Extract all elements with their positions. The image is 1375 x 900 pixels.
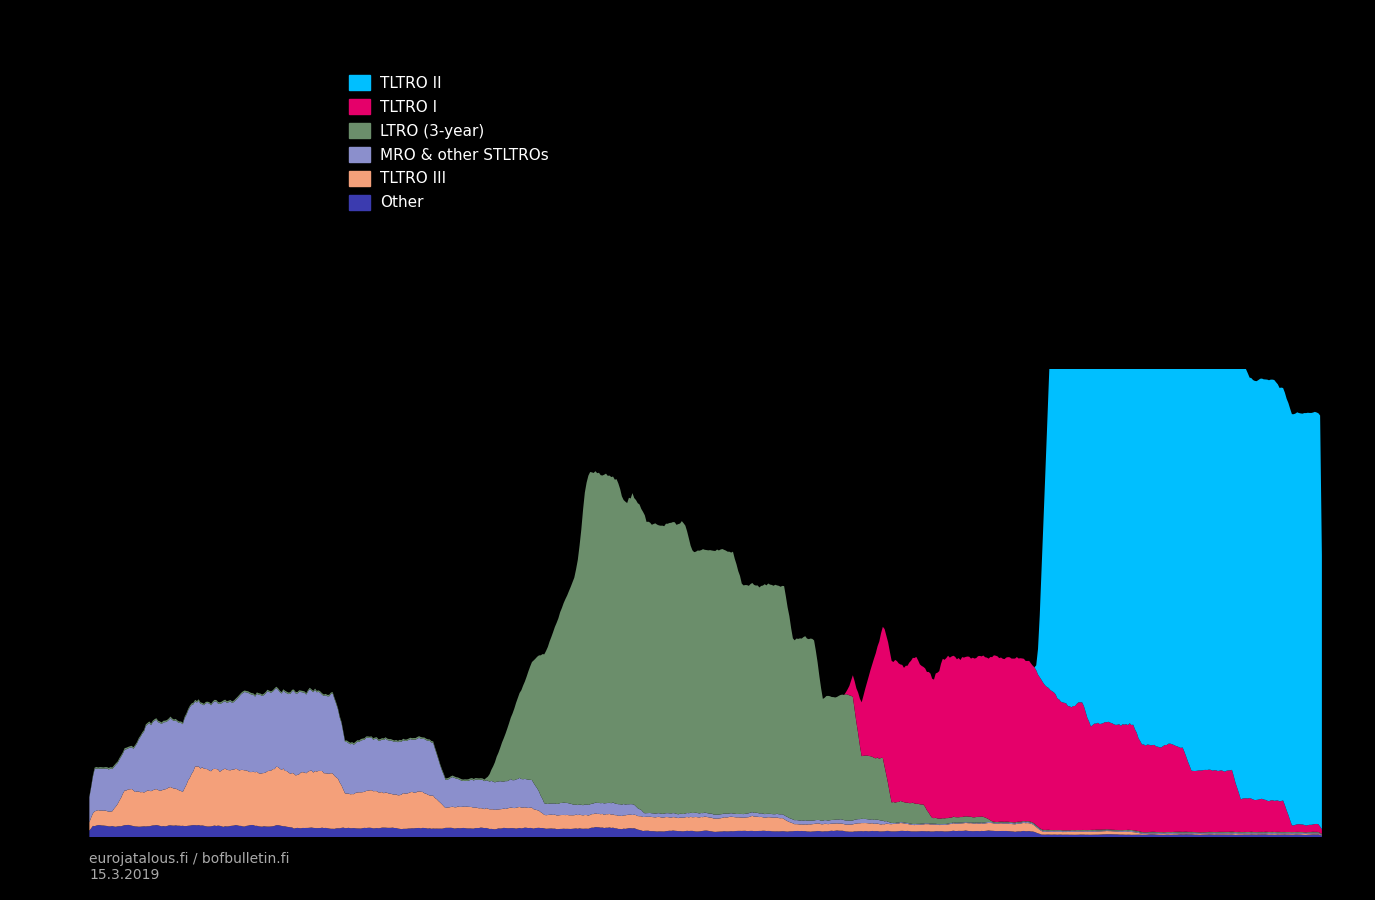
Text: eurojatalous.fi / bofbulletin.fi
15.3.2019: eurojatalous.fi / bofbulletin.fi 15.3.20… [89,851,290,882]
Legend: TLTRO II, TLTRO I, LTRO (3-year), MRO & other STLTROs, TLTRO III, Other: TLTRO II, TLTRO I, LTRO (3-year), MRO & … [345,70,553,215]
